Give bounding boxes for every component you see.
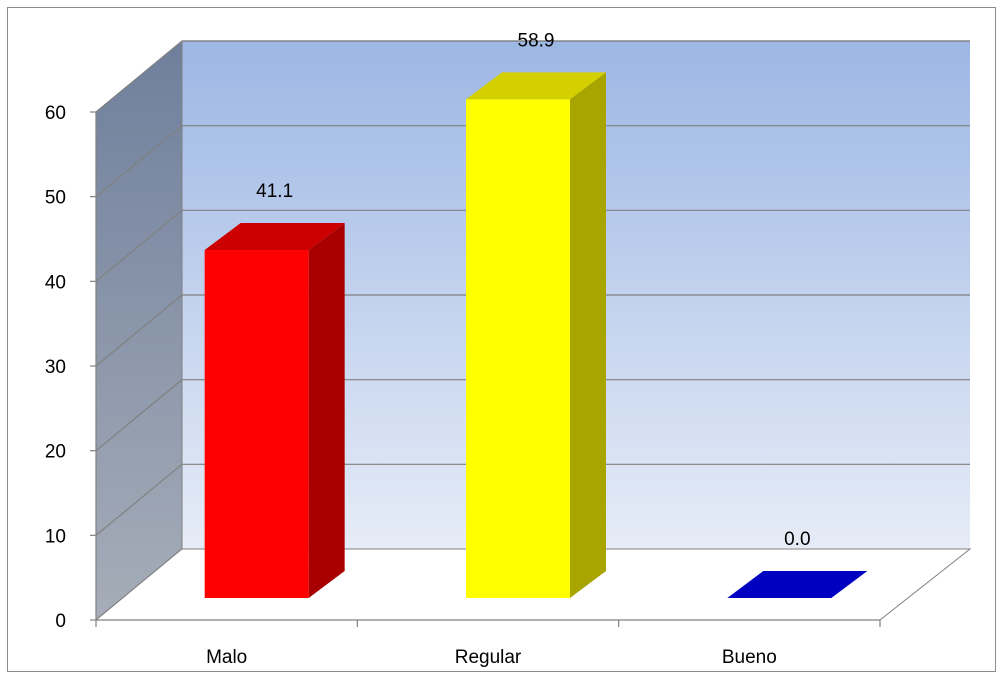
data-label: 0.0 — [784, 529, 810, 550]
gridline-side-30 — [95, 294, 183, 367]
bar-bueno — [727, 571, 868, 598]
y-tick-label: 40 — [45, 272, 66, 293]
axes — [90, 111, 881, 627]
bar-face — [204, 250, 309, 598]
labels: 41.1 58.9 0.0 0 10 20 30 40 50 60 Malo Regular Bueno — [45, 30, 811, 668]
y-tick-label: 0 — [55, 611, 66, 632]
data-label: 41.1 — [256, 181, 293, 202]
bar-face — [466, 99, 570, 599]
gridline-side-50 — [95, 125, 183, 198]
gridline-side-40 — [95, 209, 183, 282]
y-tick-label: 50 — [45, 188, 66, 209]
y-tick-label: 60 — [45, 103, 66, 124]
data-label: 58.9 — [518, 30, 555, 51]
x-tick-label: Regular — [455, 647, 522, 668]
bar-side — [308, 223, 345, 598]
bar-side — [570, 72, 606, 598]
bar-malo — [204, 223, 345, 598]
gridline-side-20 — [95, 379, 183, 452]
gridline-side-60 — [95, 40, 183, 113]
gridline-side-10 — [95, 463, 183, 536]
bar-flat — [727, 571, 868, 598]
bar-top — [204, 223, 345, 251]
bar-regular — [466, 72, 606, 599]
x-tick-label: Bueno — [722, 647, 777, 668]
y-tick-label: 30 — [45, 357, 66, 378]
x-tick-label: Malo — [206, 647, 247, 668]
y-tick-label: 20 — [45, 442, 66, 463]
bar-top — [466, 72, 606, 100]
bars — [204, 72, 868, 599]
y-tick-label: 10 — [45, 526, 66, 547]
